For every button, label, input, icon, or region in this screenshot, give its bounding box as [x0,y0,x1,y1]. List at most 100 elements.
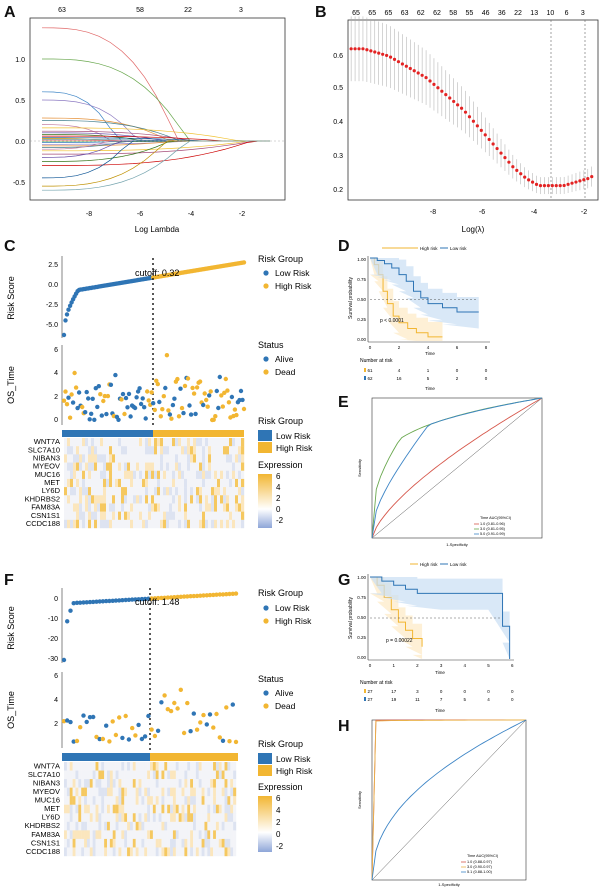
heatmap-cell [88,511,92,521]
heatmap-cell [139,462,143,471]
survival-time-point [172,396,177,401]
heatmap-cell [232,487,236,496]
panel-h-diagonal [371,719,527,881]
heatmap-cell [69,762,73,771]
heatmap-cell [97,438,101,447]
panel-f-score-tick: 0 [54,596,58,603]
panel-c-legend-high: High Risk [275,281,312,291]
heatmap-cell [220,519,224,529]
heatmap-cell [135,813,139,823]
heatmap-cell [100,511,104,521]
heatmap-cell [218,779,222,788]
risk-score-point [162,595,167,600]
risk-score-point [211,592,216,598]
heatmap-cell [178,796,182,805]
heatmap-cell [138,779,142,788]
heatmap-cell [166,487,170,496]
panel-f-legend-low2: Low Risk [276,754,311,764]
heatmap-cell [233,821,237,831]
heatmap-cell [233,787,237,797]
heatmap-cell [184,446,188,455]
heatmap-cell [78,796,82,805]
heatmap-cell [91,438,95,447]
panel-c-group-bar-low [62,430,153,437]
survival-time-point [168,708,174,714]
risk-score-point [91,599,96,605]
heatmap-cell [204,821,208,831]
survival-time-point [87,417,92,422]
panel-e-legend-entry: 5.0 (0.91-0.99) [480,532,506,536]
heatmap-cell [141,762,145,771]
heatmap-cell [155,813,159,823]
risk-table-cell: 27 [367,689,373,694]
heatmap-cell [227,838,231,848]
heatmap-cell [224,821,228,831]
heatmap-cell [172,487,176,496]
survival-time-point [130,725,135,731]
heatmap-cell [107,779,111,788]
heatmap-cell [129,762,133,771]
panel-c-time-tick: 0 [54,417,58,424]
heatmap-cell [109,796,113,805]
heatmap-cell [79,519,83,529]
panel-c-risk-plot: Risk Score 2.5 0.0 -2.5 -5.0 cutoff: 0.3… [6,254,313,529]
heatmap-cell [75,787,79,797]
heatmap-cell [238,438,242,447]
heatmap-cell [103,446,107,455]
heatmap-cell [230,830,234,840]
heatmap-cell [193,787,197,797]
heatmap-cell [70,454,74,463]
heatmap-cell [154,511,158,521]
heatmap-cell [79,470,83,480]
heatmap-cell [214,446,218,455]
heatmap-cell [184,487,188,496]
heatmap-cell [210,762,214,771]
heatmap-cell [78,830,82,840]
risk-score-point [104,598,109,604]
heatmap-cell [79,462,83,471]
panel-e-curves [371,397,543,539]
heatmap-cell [82,478,86,488]
panel-c-legend-status-title: Status [258,340,284,350]
heatmap-cell [145,495,149,504]
survival-time-point [120,735,125,741]
heatmap-cell [67,438,71,447]
heatmap-cell [91,462,95,471]
heatmap-cell [109,779,113,788]
risk-score-point [175,594,180,600]
survival-time-point [70,400,76,405]
panel-d-pvalue: p < 0.0001 [380,318,404,324]
heatmap-cell [158,847,162,857]
heatmap-cell [142,470,146,480]
cv-point [400,62,405,66]
heatmap-cell [109,830,113,840]
heatmap-cell [118,438,122,447]
survival-time-point [86,396,91,401]
panel-b-top-tick: 22 [514,10,522,17]
heatmap-cell [163,487,167,496]
survival-time-point [120,391,126,397]
heatmap-cell [169,454,173,463]
heatmap-cell [64,804,68,814]
heatmap-cell [227,804,231,814]
heatmap-cell [226,511,230,521]
roc-curve [371,397,543,539]
heatmap-cell [167,779,171,788]
heatmap-cell [147,838,151,848]
heatmap-cell [121,495,125,504]
heatmap-cell [78,762,82,771]
gene-label: LY6D [42,813,61,822]
heatmap-cell [118,495,122,504]
heatmap-cell [232,503,236,512]
heatmap-cell [118,779,122,788]
heatmap-cell [175,762,179,771]
heatmap-cell [121,787,125,797]
heatmap-cell [115,821,119,831]
heatmap-cell [178,847,182,857]
risk-score-point [110,598,115,603]
heatmap-cell [138,796,142,805]
heatmap-cell [235,462,239,471]
heatmap-cell [207,770,211,780]
heatmap-cell [112,804,116,814]
heatmap-cell [151,454,155,463]
